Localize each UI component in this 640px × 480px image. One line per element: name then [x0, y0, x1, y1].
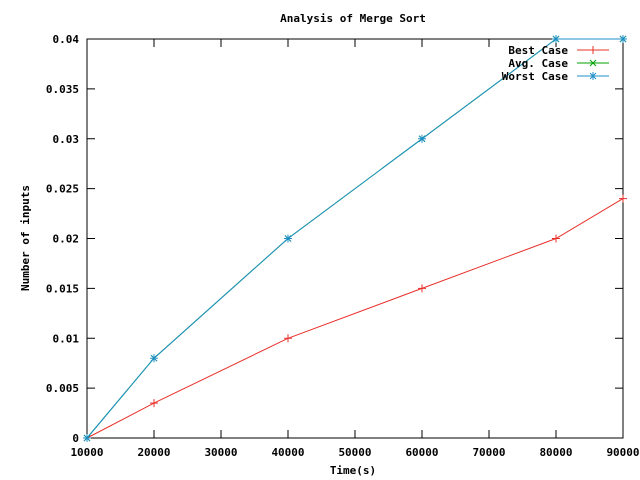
x-tick-label: 30000 — [204, 446, 237, 459]
x-tick-label: 90000 — [606, 446, 639, 459]
legend-label: Worst Case — [502, 70, 569, 83]
data-point — [619, 194, 627, 203]
series-worst-case — [83, 35, 627, 442]
legend-marker — [589, 72, 597, 80]
chart-title: Analysis of Merge Sort — [280, 12, 426, 25]
data-point — [150, 354, 158, 363]
data-point — [284, 334, 292, 343]
y-tick-label: 0.005 — [46, 382, 79, 395]
x-axis-label: Time(s) — [330, 464, 376, 477]
x-tick-label: 60000 — [405, 446, 438, 459]
series-line — [86, 38, 623, 439]
series-avg-case — [83, 35, 627, 442]
y-tick-label: 0.01 — [53, 332, 80, 345]
series-line — [86, 198, 624, 439]
x-tick-label: 50000 — [338, 446, 371, 459]
y-tick-label: 0.025 — [46, 183, 79, 196]
series-line — [86, 38, 623, 439]
x-tick-label: 10000 — [70, 446, 103, 459]
x-tick-label: 80000 — [539, 446, 572, 459]
y-tick-label: 0 — [72, 432, 79, 445]
legend-marker — [589, 59, 597, 67]
plot-border — [86, 38, 624, 439]
y-tick-label: 0.04 — [53, 33, 80, 46]
data-point — [552, 234, 560, 243]
y-tick-label: 0.03 — [53, 133, 80, 146]
legend-marker — [589, 46, 597, 54]
series-best-case — [83, 194, 627, 442]
y-tick-label: 0.035 — [46, 83, 79, 96]
legend-label: Avg. Case — [508, 57, 568, 70]
series-layer — [83, 35, 627, 442]
y-axis-label: Number of inputs — [19, 185, 32, 291]
plot-frame — [86, 38, 624, 439]
y-axis: 0 0.005 0.01 0.015 0.02 0.025 0.03 0.035 0.04 — [46, 33, 623, 445]
y-tick-label: 0.015 — [46, 282, 79, 295]
data-point — [83, 434, 91, 442]
x-tick-label: 70000 — [472, 446, 505, 459]
data-point — [418, 134, 426, 143]
data-point — [552, 35, 560, 43]
data-point — [150, 399, 158, 408]
data-point — [619, 35, 627, 43]
data-point — [284, 234, 292, 243]
legend-label: Best Case — [508, 44, 568, 57]
x-tick-label: 40000 — [271, 446, 304, 459]
y-tick-label: 0.02 — [53, 233, 80, 246]
x-tick-label: 20000 — [137, 446, 170, 459]
x-axis: 10000 20000 30000 40000 50000 60000 70000 80000… — [70, 39, 640, 459]
data-point — [418, 284, 426, 293]
